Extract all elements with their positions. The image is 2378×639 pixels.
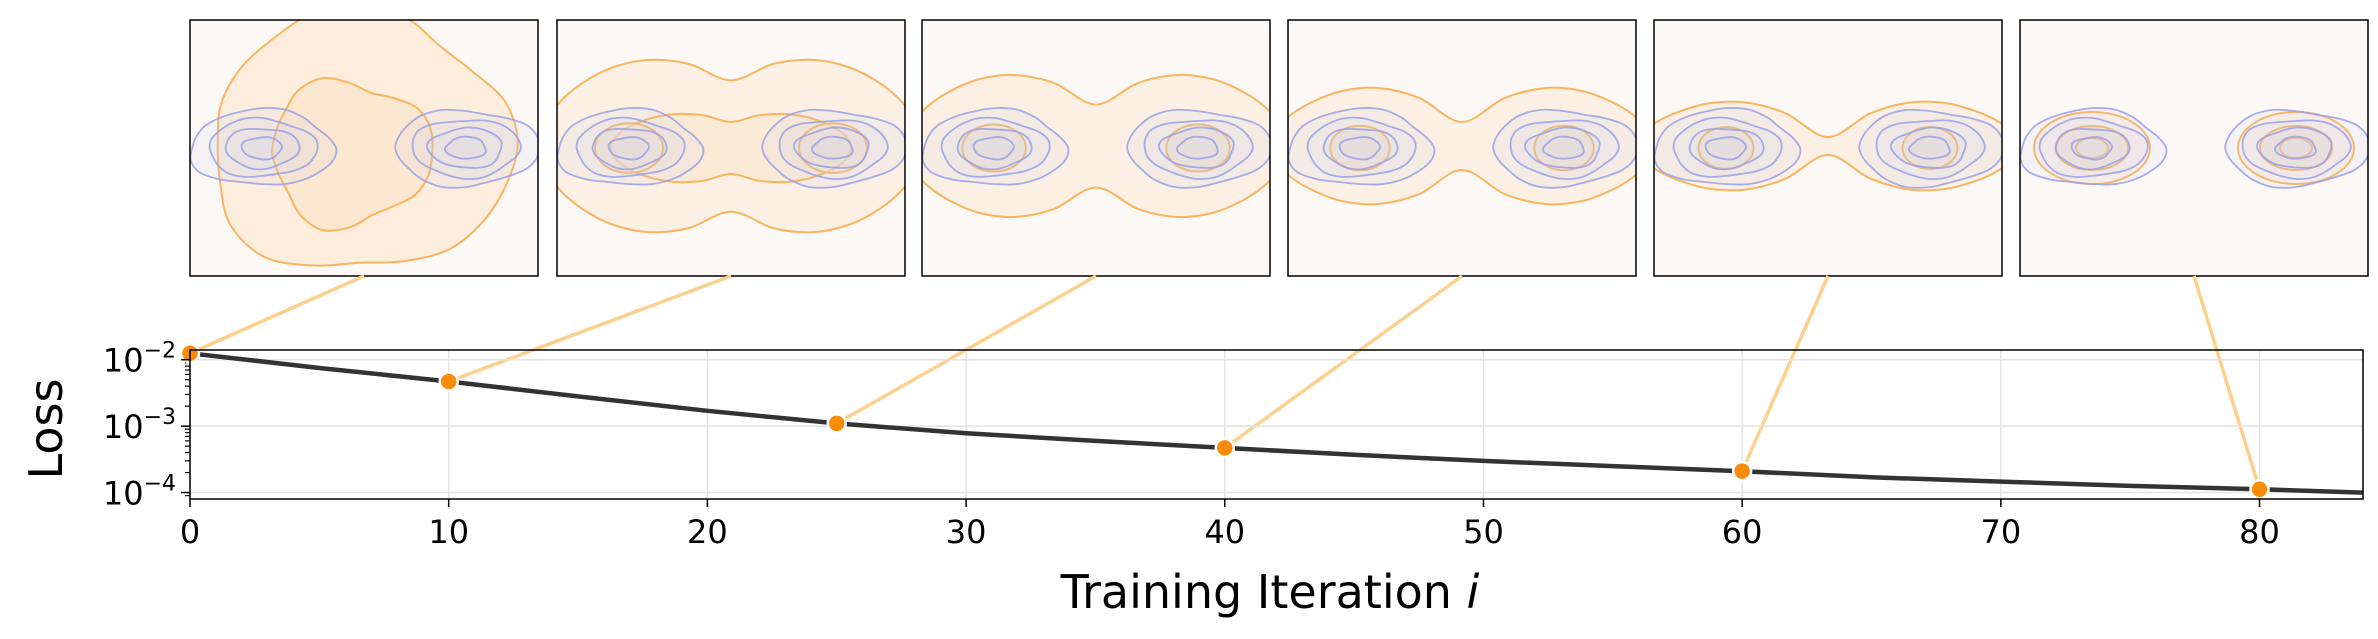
x-tick-label: 80	[2239, 513, 2280, 551]
axes-frame	[189, 349, 2364, 500]
snapshot-marker	[826, 413, 847, 434]
snapshot-marker	[1731, 460, 1753, 482]
density-snapshot-panels	[189, 19, 2369, 277]
x-axis-label-variable: i	[1467, 565, 1480, 619]
snapshot-panel	[2019, 19, 2369, 277]
target-contour	[1704, 136, 1747, 161]
target-contour	[444, 135, 487, 160]
y-tick-label: 10−3	[103, 405, 176, 446]
model-contour	[1654, 100, 2002, 192]
target-contour	[1322, 127, 1399, 171]
target-contour	[811, 135, 854, 160]
snapshot-marker	[1214, 437, 1236, 459]
target-contour	[2274, 135, 2317, 160]
y-tick-label: 10−2	[103, 339, 176, 380]
target-contour	[922, 107, 1070, 186]
y-minor-ticks	[185, 362, 190, 497]
snapshot-connector	[2192, 275, 2262, 490]
x-tick-label: 70	[1980, 513, 2021, 551]
target-contour	[1908, 135, 1951, 160]
model-contour	[798, 122, 868, 174]
target-contour	[2054, 127, 2131, 171]
panel-background	[2020, 20, 2368, 276]
target-contour	[426, 126, 503, 169]
target-contour	[1688, 127, 1765, 171]
target-contour	[1542, 135, 1585, 160]
y-tick-label: 10−4	[103, 472, 176, 513]
snapshot-panel	[1653, 19, 2003, 277]
snapshot-marker	[438, 371, 459, 392]
y-axis-ticks: 10−2 10−3 10−4	[103, 339, 190, 513]
snapshot-connector	[1223, 274, 1464, 450]
target-contour	[1176, 135, 1219, 160]
y-axis-label: Loss	[19, 379, 73, 480]
loss-plot: 0 10 20 30 40 50 60 70 80 10−2 10−3 10−4 Loss Trai…	[19, 339, 2364, 619]
x-tick-label: 60	[1722, 513, 1763, 551]
target-contour	[190, 107, 338, 186]
target-contour	[1524, 126, 1601, 169]
target-contour	[972, 136, 1015, 161]
target-contour	[240, 136, 283, 161]
model-contour	[1165, 123, 1231, 173]
snapshot-panel	[189, 19, 539, 277]
grid	[189, 350, 2363, 499]
x-axis-label: Training Iteration i	[1060, 565, 1480, 619]
target-contour	[1338, 136, 1381, 161]
target-contour	[1288, 107, 1436, 186]
snapshot-connectors	[189, 274, 2262, 490]
snapshot-panel	[556, 19, 906, 277]
target-contour	[2256, 126, 2333, 169]
target-contour	[2070, 136, 2113, 161]
x-tick-label: 50	[1463, 513, 1504, 551]
loss-curve	[189, 351, 2364, 495]
snapshot-marker	[2249, 479, 2270, 500]
target-contour	[1654, 107, 1802, 186]
x-axis-ticks: 0 10 20 30 40 50 60 70 80	[180, 499, 2280, 551]
model-contour	[1533, 124, 1595, 172]
x-tick-label: 0	[180, 513, 200, 551]
target-contour	[224, 127, 301, 171]
snapshot-connector	[189, 274, 365, 355]
target-contour	[607, 136, 650, 161]
target-contour	[557, 107, 705, 186]
target-contour	[591, 127, 668, 171]
x-tick-label: 40	[1204, 513, 1245, 551]
x-tick-label: 10	[428, 513, 469, 551]
target-contour	[1158, 126, 1235, 169]
target-contour	[2020, 107, 2168, 186]
snapshot-connector	[1740, 275, 1830, 472]
x-tick-label: 20	[687, 513, 728, 551]
target-contour	[956, 127, 1033, 171]
snapshot-panel	[921, 19, 1271, 277]
target-contour	[793, 126, 870, 169]
x-axis-label-text: Training Iteration	[1060, 565, 1452, 619]
snapshot-connector	[448, 274, 732, 384]
model-contour	[271, 76, 434, 232]
target-contour	[1890, 126, 1967, 169]
model-contour	[594, 122, 664, 174]
snapshot-panel	[1287, 19, 1637, 277]
x-tick-label: 30	[946, 513, 987, 551]
model-contour	[961, 123, 1027, 173]
